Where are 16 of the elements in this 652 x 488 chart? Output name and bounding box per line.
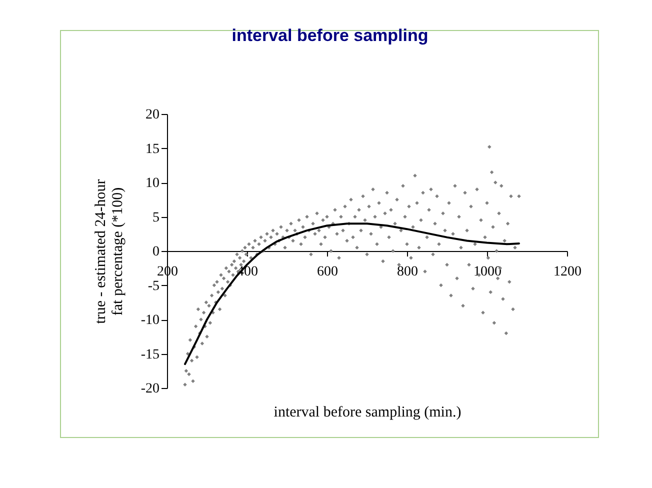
- x-tick-label: 1000: [474, 264, 502, 280]
- chart-title: interval before sampling: [232, 26, 428, 45]
- x-tick-label: 800: [397, 264, 418, 280]
- y-axis-title: true - estimated 24-hour fat percentage (*100): [92, 179, 126, 324]
- y-tick-label: 20: [146, 108, 160, 122]
- x-axis-title: interval before sampling (min.): [274, 404, 462, 420]
- y-tick-label: -10: [140, 313, 160, 328]
- y-tick-label: 10: [146, 176, 160, 191]
- x-tick-label: 600: [317, 264, 338, 280]
- y-tick-label: 15: [146, 142, 160, 157]
- y-tick-label: -20: [140, 382, 160, 396]
- y-tick-label: 0: [152, 244, 160, 260]
- y-tick-label: -5: [148, 278, 160, 294]
- x-tick-label: 1200: [554, 264, 582, 280]
- y-tick-label: 5: [152, 210, 160, 226]
- y-tick-label: -15: [140, 347, 160, 362]
